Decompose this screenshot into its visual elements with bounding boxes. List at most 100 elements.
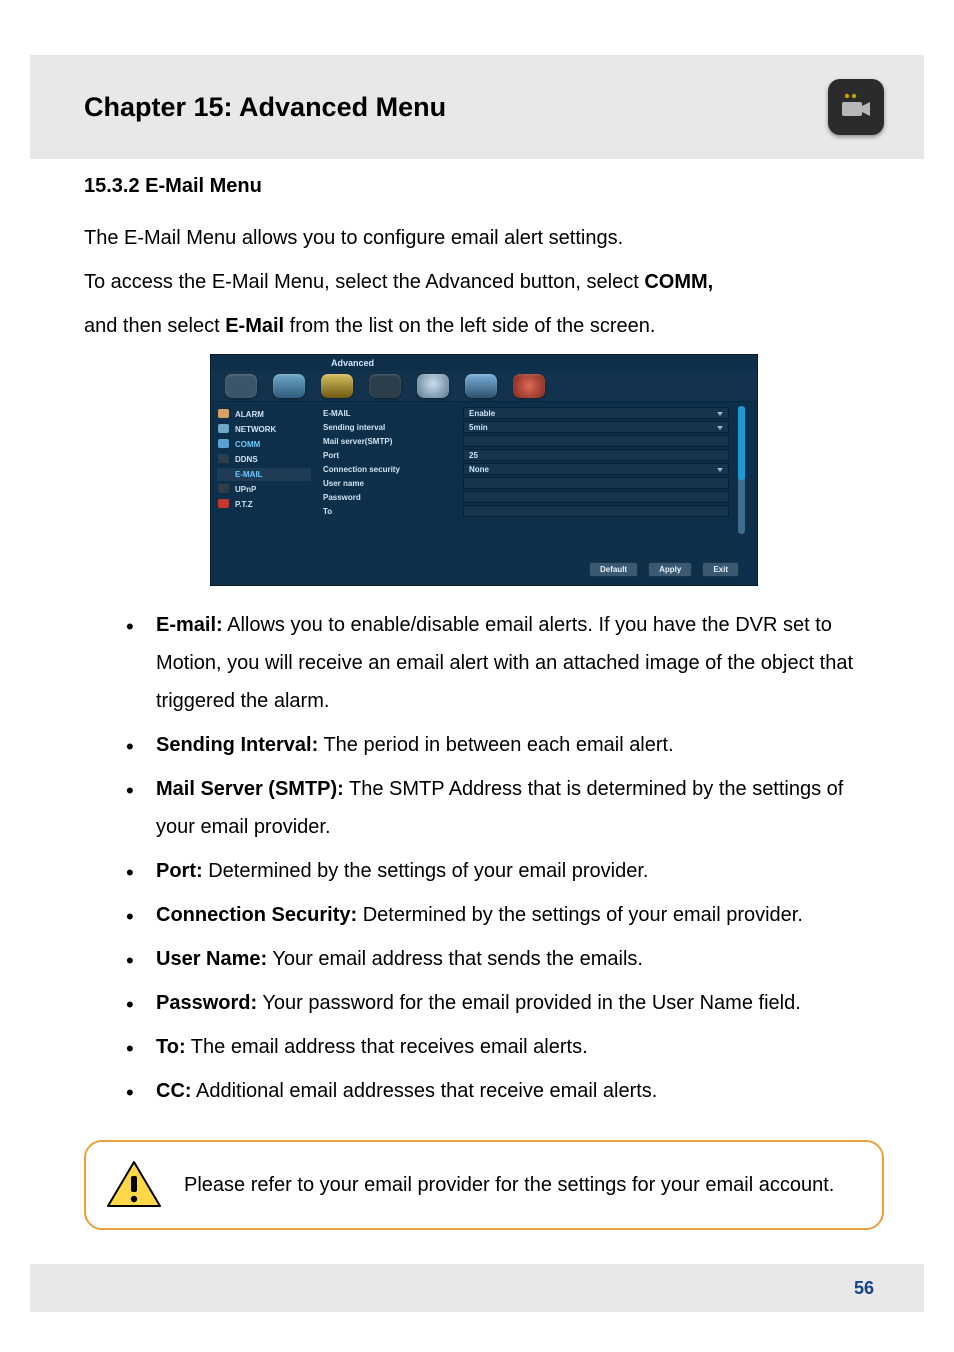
field-input[interactable]: [463, 477, 729, 489]
bullet-desc: Determined by the settings of your email…: [357, 904, 803, 926]
bullet-term: Password:: [156, 992, 257, 1014]
form-row: E-MAILEnable: [323, 406, 729, 420]
bullet-desc: The email address that receives email al…: [186, 1036, 588, 1058]
note-callout: Please refer to your email provider for …: [84, 1140, 884, 1230]
default-button[interactable]: Default: [589, 562, 638, 577]
field-label: Connection security: [323, 465, 463, 474]
screenshot-title: Advanced: [211, 355, 757, 371]
screenshot-form: E-MAILEnableSending interval5minMail ser…: [317, 402, 757, 585]
sidebar-icon: [218, 409, 229, 418]
list-item: User Name: Your email address that sends…: [156, 940, 884, 978]
form-row: Port25: [323, 448, 729, 462]
bullet-term: Sending Interval:: [156, 734, 318, 756]
sidebar-icon: [218, 454, 229, 463]
form-row: Connection securityNone: [323, 462, 729, 476]
list-item: E-mail: Allows you to enable/disable ema…: [156, 606, 884, 720]
field-input[interactable]: 5min: [463, 421, 729, 433]
list-item: CC: Additional email addresses that rece…: [156, 1072, 884, 1110]
sidebar-item-alarm[interactable]: ALARM: [217, 408, 311, 421]
bullet-term: CC:: [156, 1080, 192, 1102]
list-item: Port: Determined by the settings of your…: [156, 852, 884, 890]
screenshot-main: ALARM NETWORK COMM DDNS E-MAIL UPnP P.T.Z E-MA…: [211, 402, 757, 585]
body-line-3: and then select E-Mail from the list on …: [84, 304, 884, 348]
field-label: To: [323, 507, 463, 516]
field-input[interactable]: [463, 435, 729, 447]
field-input[interactable]: Enable: [463, 407, 729, 419]
advanced-screenshot: Advanced ALARM NETWORK COMM DDNS E-MAIL UPnP P…: [210, 354, 758, 586]
field-label: Password: [323, 493, 463, 502]
note-text: Please refer to your email provider for …: [184, 1169, 834, 1201]
sidebar-icon: [218, 469, 229, 478]
field-label: Mail server(SMTP): [323, 437, 463, 446]
body-line-2b: COMM,: [644, 271, 713, 293]
tab-icon-5[interactable]: [417, 374, 449, 398]
sidebar-item-ptz[interactable]: P.T.Z: [217, 498, 311, 511]
list-item: Password: Your password for the email pr…: [156, 984, 884, 1022]
field-label: Sending interval: [323, 423, 463, 432]
footer-band: 56: [30, 1264, 924, 1312]
field-label: Port: [323, 451, 463, 460]
tab-icon-3[interactable]: [321, 374, 353, 398]
explanation-list: E-mail: Allows you to enable/disable ema…: [84, 606, 884, 1110]
exit-button[interactable]: Exit: [702, 562, 739, 577]
form-row: Mail server(SMTP): [323, 434, 729, 448]
list-item: Mail Server (SMTP): The SMTP Address tha…: [156, 770, 884, 846]
bullet-desc: Your email address that sends the emails…: [267, 948, 643, 970]
form-row: To: [323, 504, 729, 518]
form-row: Sending interval5min: [323, 420, 729, 434]
field-input[interactable]: 25: [463, 449, 729, 461]
screenshot-buttons: Default Apply Exit: [589, 562, 739, 577]
body-line-3b: E-Mail: [225, 315, 284, 337]
form-row: Password: [323, 490, 729, 504]
sidebar-icon: [218, 439, 229, 448]
screenshot-tabs: [211, 371, 757, 402]
sidebar-icon: [218, 484, 229, 493]
bullet-term: Port:: [156, 860, 203, 882]
page-number: 56: [854, 1278, 874, 1299]
list-item: Connection Security: Determined by the s…: [156, 896, 884, 934]
bullet-desc: Your password for the email provided in …: [257, 992, 801, 1014]
body-line-1: The E-Mail Menu allows you to configure …: [84, 216, 884, 260]
sidebar-item-upnp[interactable]: UPnP: [217, 483, 311, 496]
bullet-term: Mail Server (SMTP):: [156, 778, 344, 800]
list-item: To: The email address that receives emai…: [156, 1028, 884, 1066]
bullet-term: User Name:: [156, 948, 267, 970]
tab-icon-6[interactable]: [465, 374, 497, 398]
sidebar-item-comm[interactable]: COMM: [217, 438, 311, 451]
chapter-header: Chapter 15: Advanced Menu: [30, 55, 924, 159]
bullet-desc: Determined by the settings of your email…: [203, 860, 649, 882]
field-input[interactable]: None: [463, 463, 729, 475]
tab-icon-1[interactable]: [225, 374, 257, 398]
sidebar-icon: [218, 499, 229, 508]
tab-icon-7[interactable]: [513, 374, 545, 398]
field-input[interactable]: [463, 505, 729, 517]
apply-button[interactable]: Apply: [648, 562, 692, 577]
scrollbar-thumb[interactable]: [738, 406, 745, 480]
warning-icon: [106, 1160, 162, 1210]
field-label: E-MAIL: [323, 409, 463, 418]
body-line-3a: and then select: [84, 315, 225, 337]
screenshot-sidebar: ALARM NETWORK COMM DDNS E-MAIL UPnP P.T.Z: [211, 402, 317, 585]
field-label: User name: [323, 479, 463, 488]
bullet-desc: Allows you to enable/disable email alert…: [156, 614, 853, 712]
body-line-2: To access the E-Mail Menu, select the Ad…: [84, 260, 884, 304]
bullet-term: E-mail:: [156, 614, 223, 636]
bullet-term: Connection Security:: [156, 904, 357, 926]
sidebar-icon: [218, 424, 229, 433]
list-item: Sending Interval: The period in between …: [156, 726, 884, 764]
field-input[interactable]: [463, 491, 729, 503]
sidebar-item-ddns[interactable]: DDNS: [217, 453, 311, 466]
tab-icon-4[interactable]: [369, 374, 401, 398]
bullet-desc: The period in between each email alert.: [318, 734, 673, 756]
camera-icon: [828, 79, 884, 135]
tab-icon-2[interactable]: [273, 374, 305, 398]
form-row: User name: [323, 476, 729, 490]
sidebar-item-email[interactable]: E-MAIL: [217, 468, 311, 481]
body-line-3c: from the list on the left side of the sc…: [284, 315, 655, 337]
bullet-desc: Additional email addresses that receive …: [192, 1080, 658, 1102]
chapter-title: Chapter 15: Advanced Menu: [84, 92, 446, 123]
sidebar-item-network[interactable]: NETWORK: [217, 423, 311, 436]
bullet-term: To:: [156, 1036, 186, 1058]
content-body: 15.3.2 E-Mail Menu The E-Mail Menu allow…: [0, 159, 954, 1110]
body-line-2a: To access the E-Mail Menu, select the Ad…: [84, 271, 644, 293]
